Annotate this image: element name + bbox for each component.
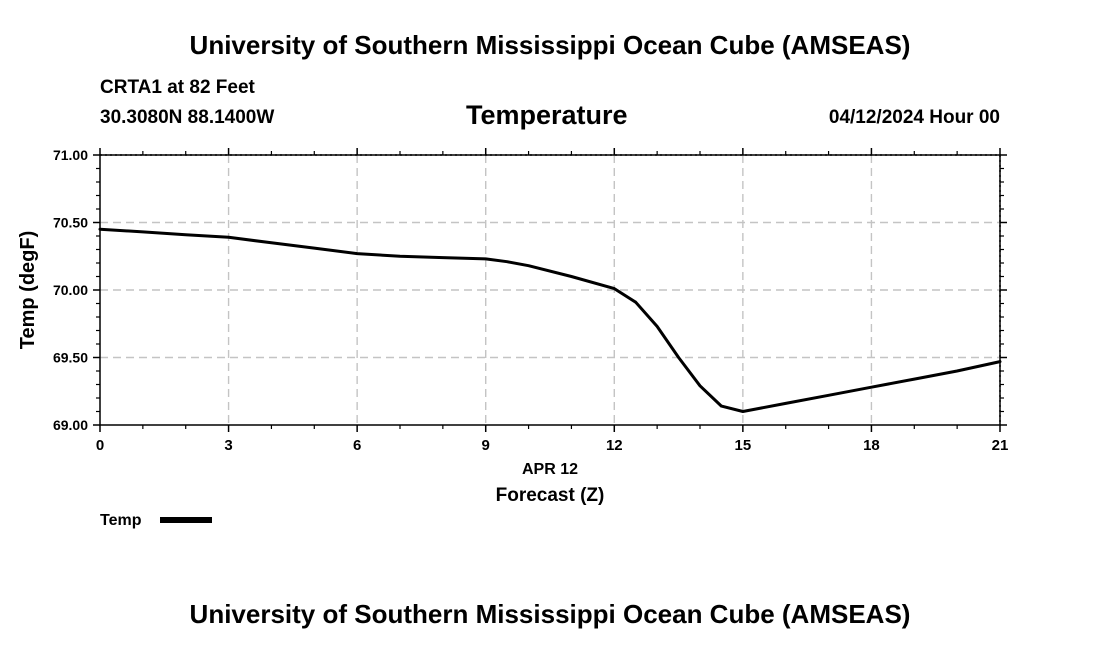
x-tick-label: 9 [482,437,490,454]
x-tick-label: 0 [96,437,104,454]
legend-label-temp: Temp [100,512,142,529]
coordinates-label: 30.3080N 88.1400W [100,107,275,128]
series-line-temp [98,227,1002,413]
x-tick-label: 6 [353,437,361,454]
variable-title: Temperature [466,100,628,130]
y-tick-label: 69.00 [53,417,88,433]
series-layer [98,227,1002,413]
axis-tick-labels: 0 3 6 9 12 15 18 21 69.00 69.50 70.00 70.50 71.00 [53,147,1008,454]
chart-main-title: University of Southern Mississippi Ocean… [189,30,911,60]
legend: Temp [100,512,212,529]
forecast-date-label: 04/12/2024 Hour 00 [828,107,1000,128]
y-tick-label: 71.00 [53,147,88,163]
axis-ticks [93,148,1007,432]
x-tick-label: 3 [224,437,232,454]
y-axis-label: Temp (degF) [17,231,39,350]
grid-lines [100,154,1001,425]
x-tick-label: 18 [863,437,880,454]
y-tick-label: 70.50 [53,215,88,231]
x-tick-label: 12 [606,437,623,454]
footer-title: University of Southern Mississippi Ocean… [189,599,911,629]
x-axis-label: Forecast (Z) [496,485,605,506]
x-axis-date-label: APR 12 [522,461,578,478]
x-tick-label: 21 [992,437,1009,454]
y-tick-label: 70.00 [53,282,88,298]
station-label: CRTA1 at 82 Feet [100,77,255,98]
x-tick-label: 15 [735,437,752,454]
y-tick-label: 69.50 [53,350,88,366]
